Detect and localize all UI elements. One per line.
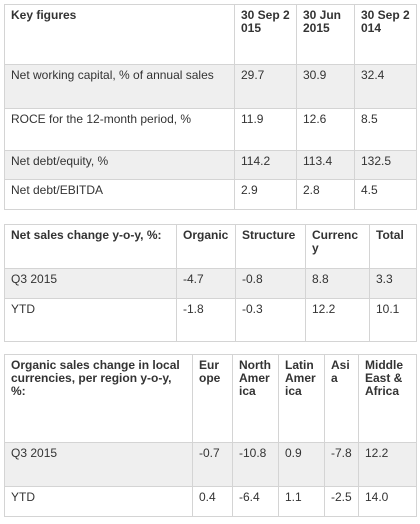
cell-value: 1.1 <box>278 486 325 517</box>
cell-value: 0.4 <box>192 486 233 517</box>
table-row: Q3 2015 -0.7 -10.8 0.9 -7.8 12.2 <box>4 442 417 487</box>
cell-value: -10.8 <box>232 442 279 487</box>
row-label: YTD <box>4 486 193 517</box>
row-label: YTD <box>4 298 177 342</box>
cell-value: -1.8 <box>176 298 236 342</box>
table-row: Net debt/EBITDA 2.9 2.8 4.5 <box>4 179 417 210</box>
cell-value: 8.5 <box>354 108 417 151</box>
cell-value: -6.4 <box>232 486 279 517</box>
column-header: Organic sales change in local currencies… <box>4 354 193 443</box>
cell-value: 32.4 <box>354 64 417 109</box>
key-figures-table: Key figures 30 Sep 2015 30 Jun 2015 30 S… <box>4 4 417 210</box>
column-header: 30 Sep 2015 <box>234 4 297 65</box>
table-row: YTD 0.4 -6.4 1.1 -2.5 14.0 <box>4 486 417 517</box>
cell-value: 114.2 <box>234 150 297 180</box>
cell-value: -0.7 <box>192 442 233 487</box>
cell-value: 11.9 <box>234 108 297 151</box>
column-header: Latin America <box>278 354 325 443</box>
row-label: Net debt/EBITDA <box>4 179 235 210</box>
table-row: YTD -1.8 -0.3 12.2 10.1 <box>4 298 417 342</box>
cell-value: 30.9 <box>296 64 355 109</box>
column-header: Organic <box>176 224 236 269</box>
cell-value: 132.5 <box>354 150 417 180</box>
row-label: ROCE for the 12-month period, % <box>4 108 235 151</box>
cell-value: 29.7 <box>234 64 297 109</box>
cell-value: 14.0 <box>358 486 417 517</box>
cell-value: 2.9 <box>234 179 297 210</box>
cell-value: 8.8 <box>305 268 370 299</box>
column-header: 30 Sep 2014 <box>354 4 417 65</box>
column-header: North America <box>232 354 279 443</box>
row-label: Net working capital, % of annual sales <box>4 64 235 109</box>
column-header: Structure <box>235 224 306 269</box>
cell-value: 12.2 <box>305 298 370 342</box>
column-header: Total <box>369 224 417 269</box>
cell-value: 10.1 <box>369 298 417 342</box>
net-sales-change-table: Net sales change y-o-y, %: Organic Struc… <box>4 224 417 342</box>
row-label: Q3 2015 <box>4 268 177 299</box>
table-row: Q3 2015 -4.7 -0.8 8.8 3.3 <box>4 268 417 299</box>
row-label: Net debt/equity, % <box>4 150 235 180</box>
table-header-row: Net sales change y-o-y, %: Organic Struc… <box>4 224 417 269</box>
column-header: Net sales change y-o-y, %: <box>4 224 177 269</box>
cell-value: -0.3 <box>235 298 306 342</box>
table-row: Net working capital, % of annual sales 2… <box>4 64 417 109</box>
cell-value: 0.9 <box>278 442 325 487</box>
column-header: Middle East & Africa <box>358 354 417 443</box>
cell-value: -2.5 <box>324 486 359 517</box>
organic-sales-change-table: Organic sales change in local currencies… <box>4 354 417 517</box>
cell-value: 4.5 <box>354 179 417 210</box>
row-label: Q3 2015 <box>4 442 193 487</box>
cell-value: 12.2 <box>358 442 417 487</box>
cell-value: 113.4 <box>296 150 355 180</box>
cell-value: -0.8 <box>235 268 306 299</box>
table-row: Net debt/equity, % 114.2 113.4 132.5 <box>4 150 417 180</box>
cell-value: 12.6 <box>296 108 355 151</box>
table-row: ROCE for the 12-month period, % 11.9 12.… <box>4 108 417 151</box>
column-header: Key figures <box>4 4 235 65</box>
cell-value: -4.7 <box>176 268 236 299</box>
table-header-row: Key figures 30 Sep 2015 30 Jun 2015 30 S… <box>4 4 417 65</box>
cell-value: 2.8 <box>296 179 355 210</box>
cell-value: 3.3 <box>369 268 417 299</box>
cell-value: -7.8 <box>324 442 359 487</box>
column-header: 30 Jun 2015 <box>296 4 355 65</box>
column-header: Currency <box>305 224 370 269</box>
table-header-row: Organic sales change in local currencies… <box>4 354 417 443</box>
column-header: Asia <box>324 354 359 443</box>
column-header: Europe <box>192 354 233 443</box>
